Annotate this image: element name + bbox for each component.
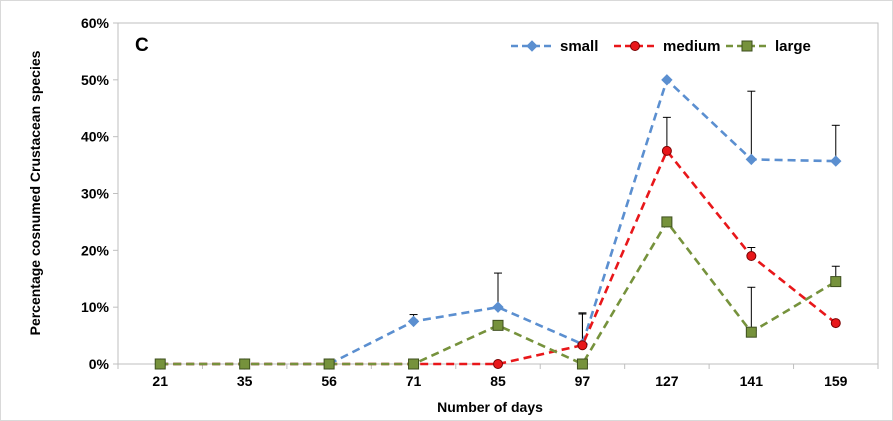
legend: small medium large	[511, 38, 811, 55]
marker-small	[407, 315, 420, 328]
legend-label-large: large	[775, 38, 811, 55]
y-axis: 0% 10% 20% 30% 40% 50% 60%	[81, 15, 118, 372]
marker-medium	[661, 145, 672, 156]
series-lines	[160, 78, 837, 366]
x-tick-label: 127	[655, 373, 679, 389]
marker-small	[830, 155, 842, 167]
marker-large	[661, 216, 673, 228]
marker-small	[492, 301, 504, 313]
x-axis-title: Number of days	[437, 399, 543, 415]
y-tick-label: 20%	[81, 242, 110, 258]
marker-small	[745, 153, 758, 166]
marker-large	[576, 358, 588, 370]
marker-large	[492, 319, 504, 331]
marker-large	[323, 358, 335, 370]
x-tick-label: 71	[406, 373, 422, 389]
legend-label-medium: medium	[663, 38, 721, 55]
y-axis-title: Percentage cosnumed Crustacean species	[27, 50, 43, 335]
y-tick-label: 60%	[81, 15, 110, 31]
y-tick-label: 10%	[81, 299, 110, 315]
marker-medium	[746, 251, 757, 262]
x-tick-label: 159	[824, 373, 848, 389]
marker-medium	[493, 359, 503, 369]
legend-marker-medium	[630, 41, 640, 51]
x-tick-label: 85	[490, 373, 506, 389]
x-tick-label: 56	[321, 373, 337, 389]
marker-large	[154, 358, 166, 370]
y-tick-label: 0%	[89, 356, 110, 372]
marker-large	[830, 276, 842, 288]
series-line-large	[160, 220, 837, 366]
marker-medium	[577, 340, 588, 351]
panel-label: C	[135, 35, 149, 56]
marker-small	[661, 74, 673, 86]
marker-large	[745, 326, 757, 338]
x-tick-label: 21	[152, 373, 168, 389]
marker-large	[408, 358, 420, 370]
legend-label-small: small	[560, 38, 598, 55]
legend-marker-large	[741, 40, 753, 52]
y-tick-label: 30%	[81, 186, 110, 202]
series-line-small	[160, 78, 836, 366]
y-tick-label: 50%	[81, 72, 110, 88]
x-tick-label: 97	[575, 373, 591, 389]
x-tick-label: 35	[237, 373, 253, 389]
marker-medium	[830, 318, 841, 329]
x-axis: 21 35 56 71 85 97 127 141 159	[117, 364, 879, 389]
legend-marker-small	[526, 40, 538, 52]
y-tick-label: 40%	[81, 129, 110, 145]
marker-large	[239, 358, 251, 370]
error-bars	[409, 90, 840, 346]
series-markers	[154, 74, 842, 370]
x-tick-label: 141	[740, 373, 764, 389]
